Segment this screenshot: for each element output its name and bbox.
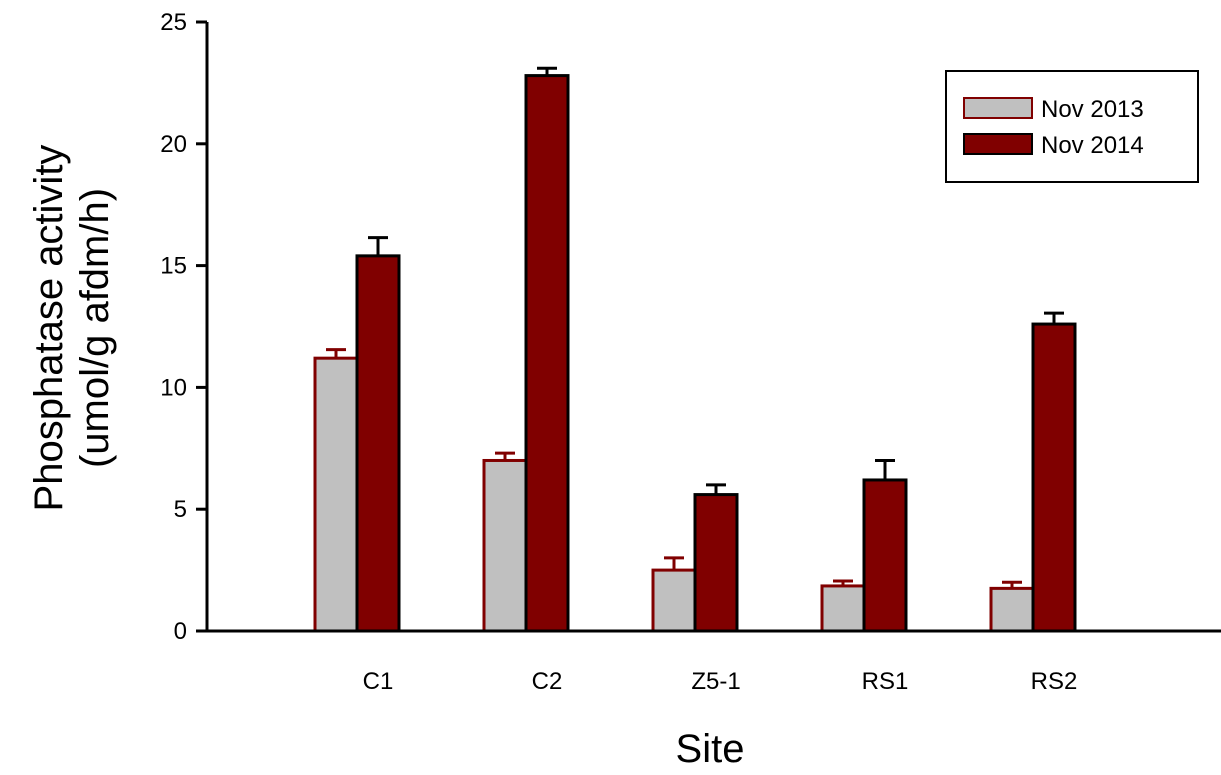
y-tick-label-25: 25	[160, 9, 187, 36]
bar-nov-2014-c2	[524, 74, 570, 633]
y-tick-label-10: 10	[160, 374, 187, 401]
legend-label-nov-2013: Nov 2013	[1041, 96, 1144, 123]
x-tick-label-c1: C1	[363, 668, 394, 695]
y-axis-ticks: 0 5 10 15 20 25	[160, 9, 207, 645]
x-tick-label-rs2: RS2	[1031, 668, 1078, 695]
legend-label-nov-2014: Nov 2014	[1041, 132, 1144, 159]
bar-nov-2014-z5-1	[693, 493, 739, 633]
bar-nov-2013-rs2	[989, 586, 1035, 633]
legend-swatch-nov-2014	[963, 133, 1033, 155]
y-axis-title-group: Phosphatase activity (umol/g afdm/h)	[27, 145, 117, 512]
y-tick-label-0: 0	[174, 618, 187, 645]
legend-swatch-nov-2013	[963, 97, 1033, 119]
x-tick-label-c2: C2	[532, 668, 563, 695]
bar-nov-2013-z5-1	[651, 568, 697, 633]
bar-nov-2013-rs1	[820, 584, 866, 633]
bars-group	[313, 66, 1077, 633]
y-tick-label-15: 15	[160, 253, 187, 280]
bar-nov-2013-c2	[482, 458, 528, 633]
legend-box	[945, 70, 1199, 183]
x-axis-category-labels: C1 C2 Z5-1 RS1 RS2	[363, 668, 1078, 695]
y-axis-title-line1: Phosphatase activity	[27, 145, 71, 512]
legend: Nov 2013 Nov 2014	[945, 70, 1199, 183]
x-tick-label-z5-1: Z5-1	[691, 668, 740, 695]
y-tick-label-5: 5	[174, 496, 187, 523]
bar-nov-2014-c1	[355, 254, 401, 633]
x-axis-title: Site	[676, 727, 745, 770]
y-tick-label-20: 20	[160, 131, 187, 158]
bar-nov-2013-c1	[313, 356, 359, 633]
x-tick-label-rs1: RS1	[862, 668, 909, 695]
bar-nov-2014-rs1	[862, 478, 908, 633]
y-axis-title-line2: (umol/g afdm/h)	[73, 188, 117, 468]
bar-nov-2014-rs2	[1031, 322, 1077, 633]
